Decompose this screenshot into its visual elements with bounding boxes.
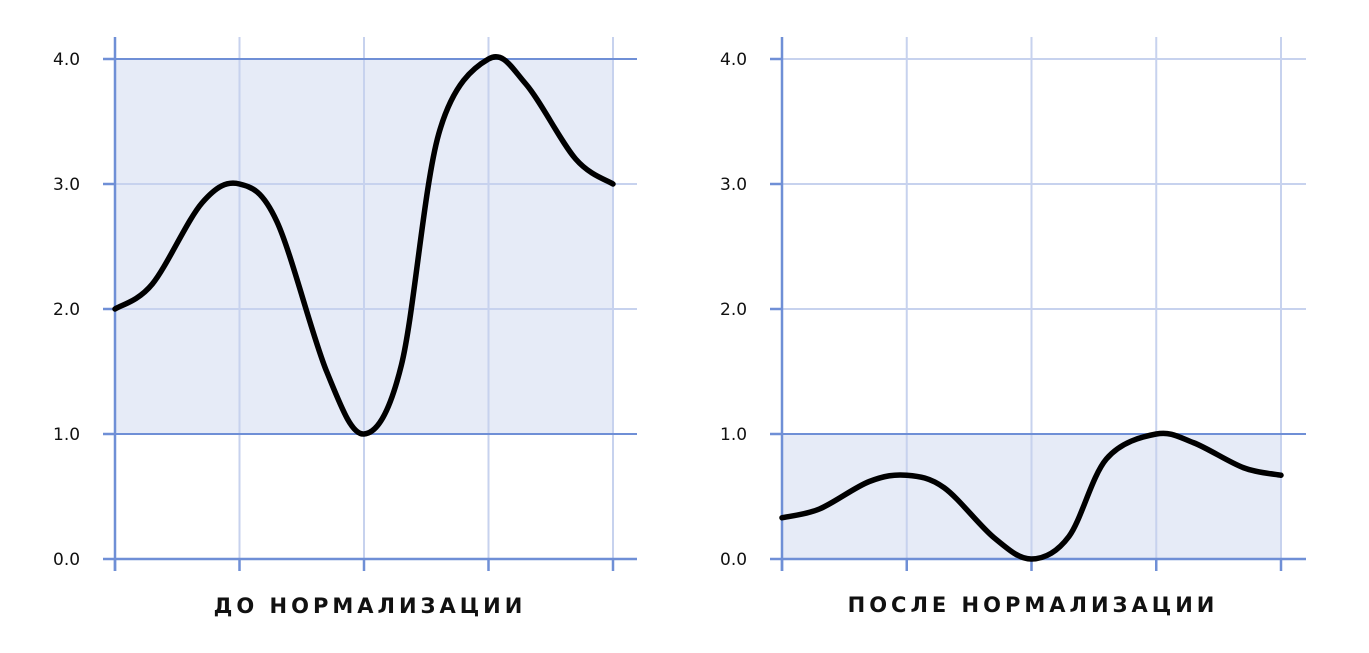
y-tick-label: 3.0 [720,175,747,195]
y-tick-label: 4.0 [720,50,747,70]
series-line [112,54,616,437]
y-tick-label: 0.0 [720,550,747,570]
series-line [779,430,1284,562]
y-tick-label: 0.0 [53,550,80,570]
y-tick-label: 3.0 [53,175,80,195]
chart-caption: ПОСЛЕ НОРМАЛИЗАЦИИ [848,593,1219,617]
y-tick-label: 2.0 [53,300,80,320]
y-tick-label: 1.0 [53,425,80,445]
y-tick-label: 1.0 [720,425,747,445]
chart-before-normalization: 0.0 1.0 2.0 3.0 4.0 ДО НОРМАЛИЗАЦИИ [53,37,637,618]
chart-caption: ДО НОРМАЛИЗАЦИИ [214,594,527,618]
y-tick-label: 4.0 [53,50,80,70]
y-tick-label: 2.0 [720,300,747,320]
chart-after-normalization: 0.0 1.0 2.0 3.0 4.0 ПОСЛЕ НОРМАЛИЗАЦИИ [720,37,1306,617]
